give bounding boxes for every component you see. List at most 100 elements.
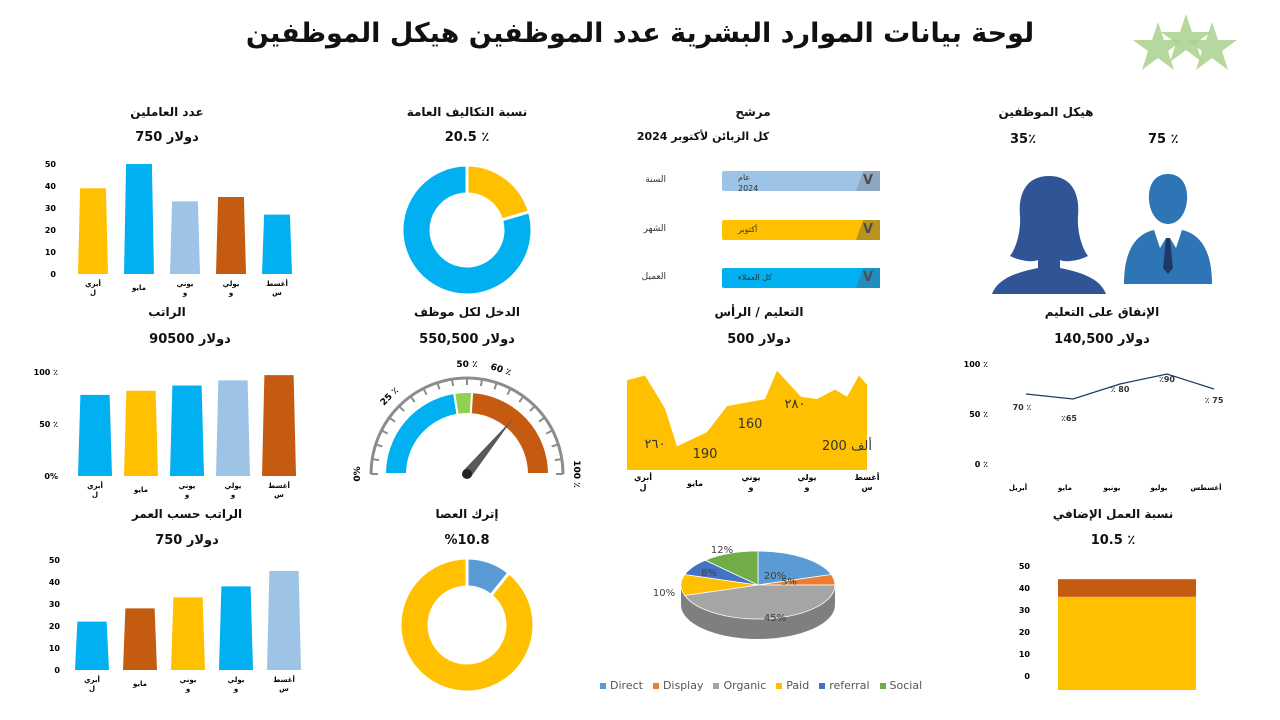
pie-data-label: 45% bbox=[764, 613, 786, 624]
income-title: الدخل لكل موظف bbox=[413, 305, 520, 319]
y-tick-label: 0 bbox=[50, 270, 56, 279]
gauge-tick bbox=[551, 443, 559, 448]
education-value: 500 دولار bbox=[727, 332, 791, 347]
x-tick-label: مايو bbox=[686, 479, 703, 488]
pie-slice bbox=[757, 550, 832, 586]
x-tick-label: أبري bbox=[85, 279, 101, 288]
gauge-tick bbox=[545, 429, 553, 435]
salary-title: الراتب bbox=[148, 305, 186, 319]
x-tick-label: و bbox=[230, 491, 235, 499]
bar bbox=[171, 597, 205, 670]
area-series bbox=[627, 370, 867, 470]
customer-dropdown-text: كل العملاء bbox=[738, 273, 773, 282]
education-title: التعليم / الرأس bbox=[714, 305, 804, 319]
y-tick-label: 40 bbox=[1019, 584, 1031, 593]
filter-label-customer: العميل bbox=[641, 272, 666, 282]
x-tick-label: و bbox=[748, 483, 754, 492]
gauge-tick bbox=[409, 395, 416, 403]
x-tick-label: و bbox=[185, 685, 190, 693]
bar bbox=[78, 188, 108, 274]
gauge-tick bbox=[398, 405, 405, 412]
x-tick-label: يوني bbox=[741, 473, 760, 482]
legend-swatch bbox=[600, 683, 606, 689]
female-pct: 35٪ bbox=[1010, 132, 1037, 147]
star-logo-icon bbox=[1133, 14, 1237, 70]
bar bbox=[170, 385, 204, 476]
attrition-donut-chart bbox=[398, 556, 536, 694]
filter-subtitle: كل الزبائن لأكتوبر 2024 bbox=[636, 130, 770, 143]
y-tick-label: 50 bbox=[45, 160, 57, 169]
y-tick-label: 10 bbox=[1019, 650, 1031, 659]
gauge-tick-label: 25 ٪ bbox=[379, 386, 401, 408]
donut-slice bbox=[465, 163, 532, 222]
gauge-tick bbox=[450, 379, 455, 387]
pie-data-label: 20% bbox=[764, 571, 786, 582]
gauge-tick bbox=[381, 429, 389, 435]
x-tick-label: يوني bbox=[180, 676, 197, 684]
stacked-bar-segment bbox=[1058, 596, 1196, 676]
y-tick-label: 30 bbox=[1019, 606, 1031, 615]
bar bbox=[216, 380, 250, 476]
chevron-down-icon[interactable]: V bbox=[856, 171, 880, 191]
stacked-bar-segment bbox=[1058, 676, 1196, 690]
education-spend-title: الإنفاق على التعليم bbox=[1044, 305, 1160, 319]
y-tick-label: 20 bbox=[45, 226, 57, 235]
y-tick-label: 50 bbox=[1019, 562, 1031, 571]
year-dropdown[interactable]: عام 2024 V bbox=[722, 171, 880, 193]
traffic-pie-chart: 20%5% 45% 10% 8% 12% bbox=[653, 545, 836, 639]
legend-label: Display bbox=[662, 679, 704, 692]
legend-label: Social bbox=[889, 679, 923, 692]
data-label: ٢٨٠ bbox=[785, 397, 806, 412]
gauge-tick-label: 0% bbox=[353, 466, 363, 481]
data-label: ٪ 80 bbox=[1111, 385, 1130, 394]
y-tick-label: 20 bbox=[49, 622, 61, 631]
gauge-band bbox=[453, 391, 474, 416]
x-tick-label: يونيو bbox=[1103, 484, 1121, 492]
bar bbox=[124, 390, 158, 476]
data-label: ٪ 75 bbox=[1205, 396, 1224, 405]
x-tick-label: و bbox=[228, 289, 233, 297]
x-tick-label: أغسط bbox=[268, 481, 290, 490]
y-tick-label: 100 ٪ bbox=[34, 368, 58, 377]
x-tick-label: أبريل bbox=[1009, 483, 1027, 492]
gauge-tick bbox=[538, 416, 546, 423]
legend-label: Paid bbox=[786, 679, 810, 692]
x-tick-label: و bbox=[184, 491, 189, 499]
page-title: لوحة بيانات الموارد البشرية عدد الموظفين… bbox=[245, 18, 1035, 49]
y-tick-label: 10 bbox=[45, 248, 57, 257]
bar bbox=[78, 394, 112, 476]
x-tick-label: أغسطس bbox=[1190, 483, 1221, 492]
overhead-title: نسبة التكاليف العامة bbox=[406, 105, 528, 119]
customer-dropdown[interactable]: كل العملاء V bbox=[722, 268, 880, 288]
x-tick-label: يولي bbox=[225, 482, 242, 490]
stacked-bar-segment bbox=[1058, 579, 1196, 597]
x-tick-label: س bbox=[274, 491, 284, 499]
y-tick-label: 0 bbox=[54, 666, 60, 675]
y-tick-label: 0% bbox=[44, 472, 58, 481]
data-label: ٪90 bbox=[1159, 375, 1175, 384]
y-tick-label: 100 ٪ bbox=[964, 360, 988, 369]
x-tick-label: أغسط bbox=[266, 279, 288, 288]
overhead-value: 20.5 ٪ bbox=[444, 130, 490, 145]
x-tick-label: أبري bbox=[634, 472, 652, 482]
x-tick-label: يولي bbox=[797, 473, 816, 482]
gauge-tick bbox=[493, 382, 498, 390]
pie-side bbox=[681, 585, 835, 639]
legend-item: Organic bbox=[713, 679, 766, 692]
pie-data-label: 5% bbox=[781, 577, 797, 588]
gauge-band bbox=[383, 391, 459, 475]
legend-label: referral bbox=[829, 679, 870, 692]
line-series bbox=[1025, 373, 1215, 400]
chevron-down-icon[interactable]: V bbox=[856, 220, 880, 240]
x-tick-label: أبري bbox=[87, 481, 103, 490]
month-dropdown[interactable]: أكتوبر V bbox=[722, 220, 880, 240]
x-tick-label: و bbox=[804, 483, 810, 492]
gauge-tick bbox=[375, 443, 383, 448]
y-tick-label: 30 bbox=[45, 204, 57, 213]
x-tick-label: يولي bbox=[223, 280, 240, 288]
year-dropdown-value: 2024 bbox=[738, 184, 759, 193]
bar bbox=[219, 586, 253, 670]
chevron-down-icon[interactable]: V bbox=[856, 268, 880, 288]
salary-age-value: 750 دولار bbox=[155, 533, 219, 548]
